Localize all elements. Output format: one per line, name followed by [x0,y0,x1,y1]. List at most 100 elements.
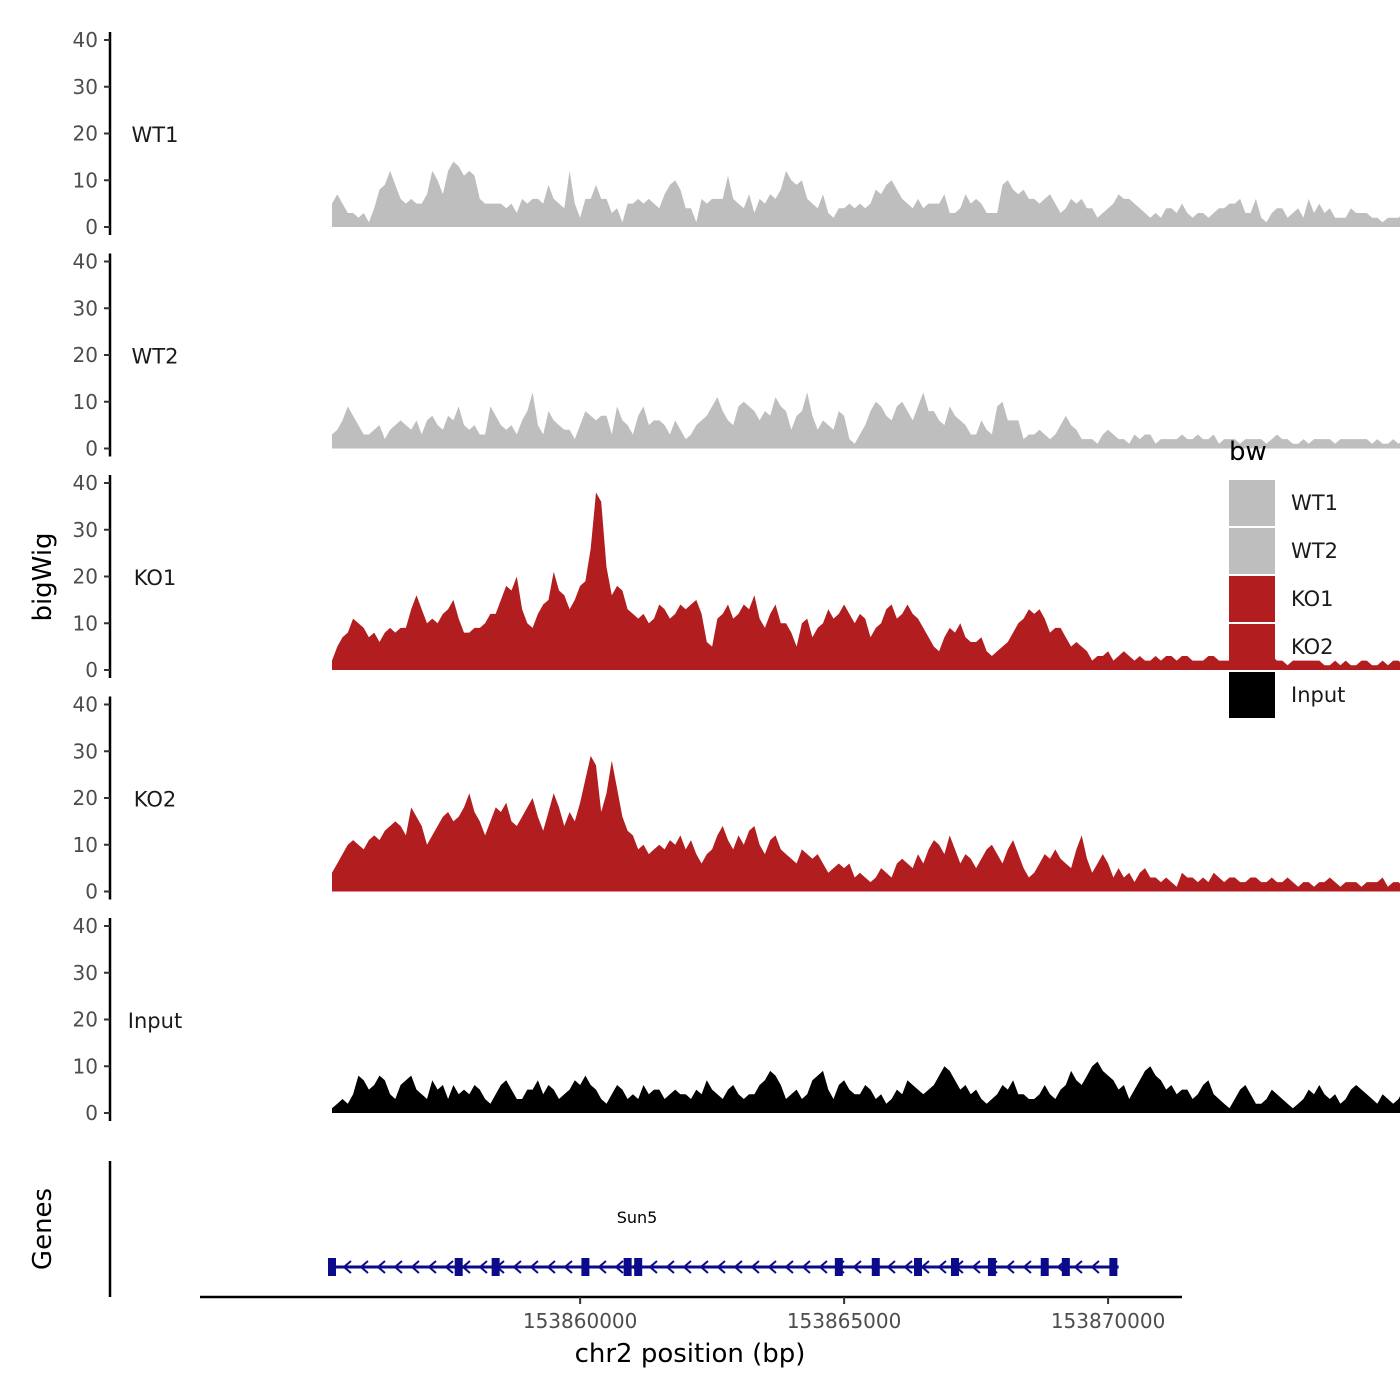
y-tick-label: 0 [85,1101,98,1125]
y-tick-label: 40 [73,28,98,52]
strand-arrow [546,1260,556,1274]
coverage-area-wt2 [332,392,1400,449]
y-tick-label: 10 [73,168,98,192]
coverage-area-ko2 [332,755,1400,892]
strand-arrow [648,1260,658,1274]
coverage-area-wt1 [332,161,1400,227]
exon [634,1258,643,1276]
strand-arrow [682,1260,692,1274]
strand-arrow [818,1260,828,1274]
strand-arrow [937,1260,947,1274]
strand-arrow [1022,1260,1032,1274]
strand-arrow [665,1260,675,1274]
y-tick-label: 30 [73,961,98,985]
y-tick-label: 10 [73,1054,98,1078]
legend-key-wt2 [1229,528,1275,574]
y-tick-label: 0 [85,880,98,904]
strand-arrow [733,1260,743,1274]
track-ko2: 0 10 20 30 40 KO2 [73,693,1400,904]
y-tick-label: 30 [73,518,98,542]
strand-arrow [852,1260,862,1274]
y-tick-label: 30 [73,739,98,763]
strand-arrow [410,1260,420,1274]
track-label: Input [128,1009,182,1033]
legend-label: WT2 [1291,539,1338,563]
exon [454,1258,463,1276]
y-tick-label: 40 [73,914,98,938]
y-tick-label: 20 [73,1008,98,1032]
y-axis-title: bigWig [28,532,58,621]
strand-arrow [359,1260,369,1274]
x-axis: 153860000 153865000 153870000 [200,1295,1182,1333]
exon [581,1258,590,1276]
y-tick-label: 20 [73,122,98,146]
strand-arrow [1073,1260,1083,1274]
strand-arrow [393,1260,403,1274]
genes-panel: Sun5 [108,1161,1119,1297]
x-tick-label: 153870000 [1051,1309,1166,1333]
strand-arrow [444,1260,454,1274]
x-tick-label: 153865000 [787,1309,902,1333]
strand-arrow [597,1260,607,1274]
strand-arrow [614,1260,624,1274]
legend-key-wt1 [1229,480,1275,526]
track-ko1: 0 10 20 30 40 KO1 [73,471,1400,682]
coverage-area-ko1 [332,492,1400,670]
track-wt2: 0 10 20 30 40 WT2 [73,250,1400,461]
y-tick-label: 20 [73,565,98,589]
strand-arrow [563,1260,573,1274]
y-tick-label: 40 [73,250,98,274]
strand-arrow [886,1260,896,1274]
strand-arrow [461,1260,471,1274]
strand-arrow [529,1260,539,1274]
y-tick-label: 40 [73,471,98,495]
strand-arrow [801,1260,811,1274]
y-tick-label: 30 [73,296,98,320]
strand-arrow [1090,1260,1100,1274]
exon [1109,1258,1118,1276]
legend: bw WT1 WT2 KO1 KO2 Input [1229,437,1345,718]
track-label: WT1 [132,123,179,147]
legend-title: bw [1229,437,1267,467]
strand-arrow [784,1260,794,1274]
strand-arrow [903,1260,913,1274]
bigwig-tracks: 0 10 20 30 40 WT1 0 10 20 30 40 WT2 0 10 20 30 40 KO1 0 10 2… [73,28,1400,1125]
y-tick-label: 40 [73,693,98,717]
exon [987,1258,996,1276]
y-tick-label: 10 [73,611,98,635]
genes-axis-title: Genes [28,1188,58,1270]
x-axis-title: chr2 position (bp) [575,1339,806,1369]
exon [1061,1258,1070,1276]
strand-arrow [767,1260,777,1274]
strand-arrow [1005,1260,1015,1274]
y-tick-label: 30 [73,75,98,99]
y-tick-label: 10 [73,390,98,414]
x-tick-label: 153860000 [523,1309,638,1333]
legend-key-input [1229,672,1275,718]
exon [834,1258,843,1276]
strand-arrow [971,1260,981,1274]
track-label: WT2 [132,345,179,369]
y-tick-label: 0 [85,658,98,682]
exon [871,1258,880,1276]
strand-arrow [342,1260,352,1274]
legend-label: WT1 [1291,491,1338,515]
strand-arrow [750,1260,760,1274]
legend-key-ko1 [1229,576,1275,622]
legend-label: KO1 [1291,587,1334,611]
track-wt1: 0 10 20 30 40 WT1 [73,28,1400,239]
strand-arrow [512,1260,522,1274]
y-tick-label: 10 [73,833,98,857]
legend-label: KO2 [1291,635,1334,659]
exon [914,1258,923,1276]
exon [491,1258,500,1276]
track-label: KO1 [134,566,177,590]
gene-label: Sun5 [617,1208,658,1227]
strand-arrow [427,1260,437,1274]
strand-arrow [699,1260,709,1274]
strand-arrow [376,1260,386,1274]
legend-label: Input [1291,683,1345,707]
exon [327,1258,336,1276]
track-input: 0 10 20 30 40 Input [73,914,1400,1125]
